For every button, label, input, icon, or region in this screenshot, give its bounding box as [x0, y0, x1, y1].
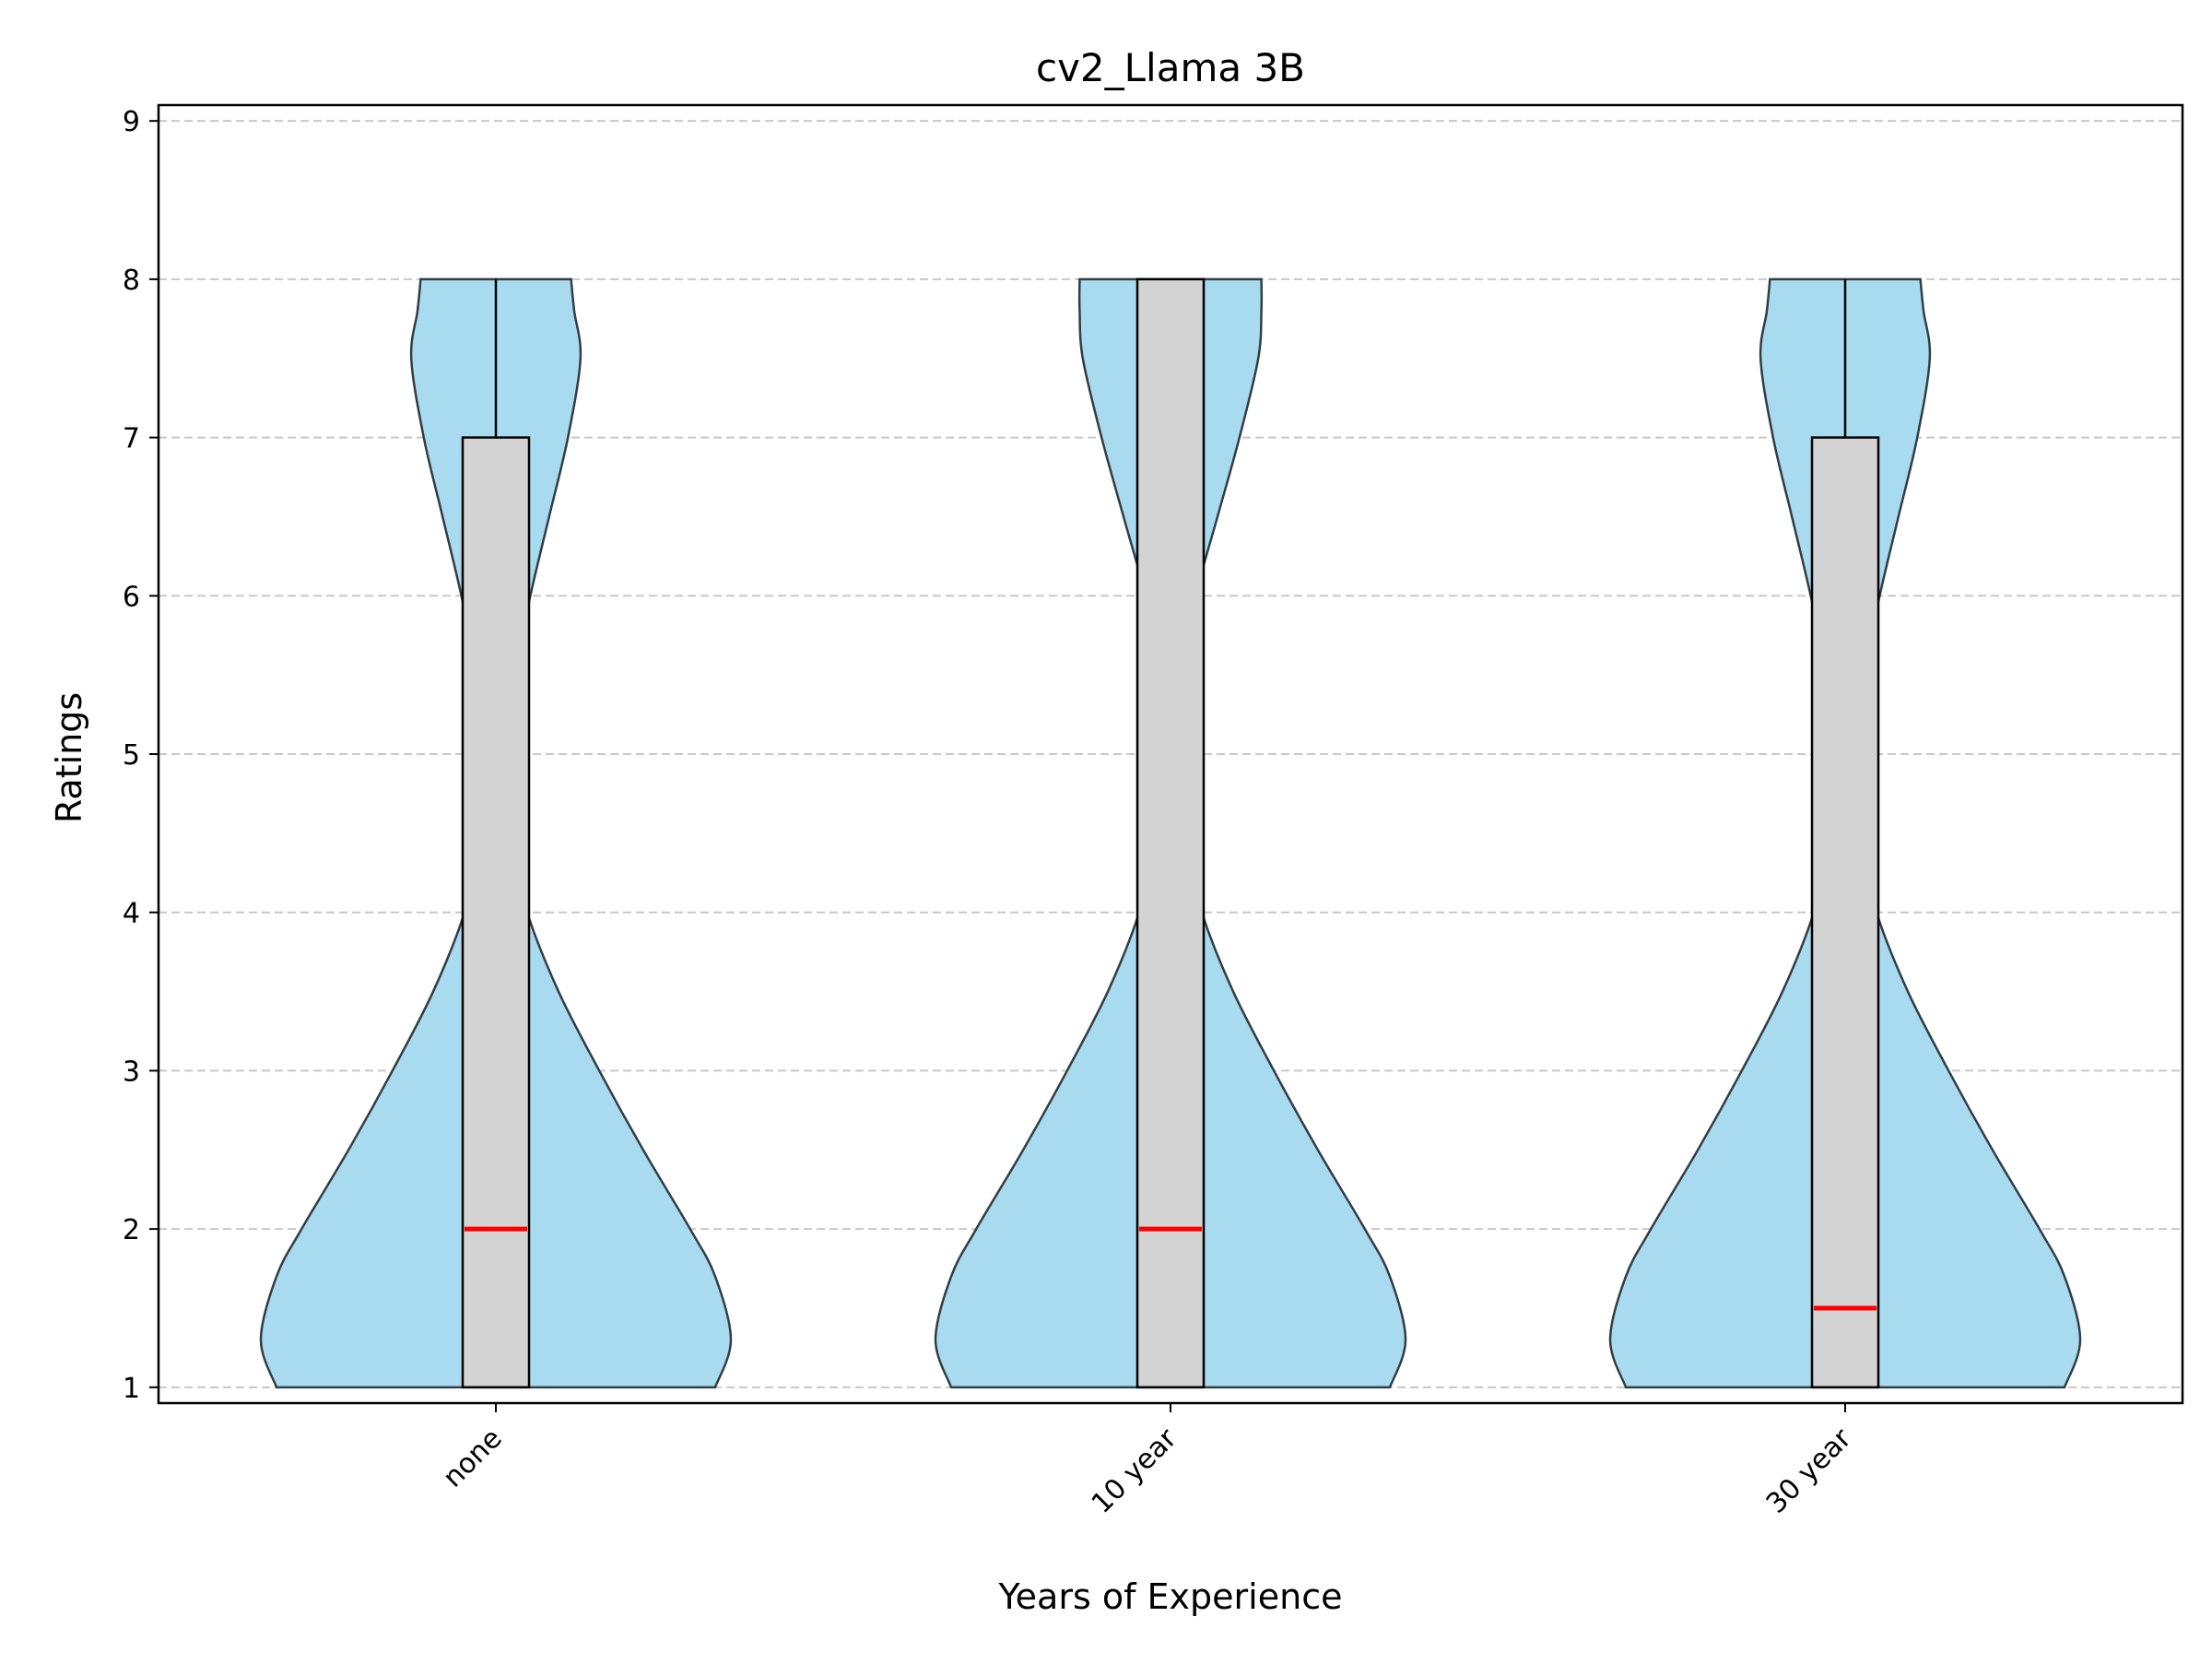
y-tick-label-7: 7 [123, 423, 140, 455]
x-tick-label-10-year: 10 year [1086, 1422, 1183, 1519]
y-tick-label-3: 3 [123, 1056, 140, 1088]
box-none [461, 436, 531, 1389]
y-tick-label-5: 5 [123, 739, 140, 772]
x-tick-label-none: none [437, 1422, 509, 1494]
box-30-year [1810, 436, 1880, 1389]
x-axis-label: Years of Experience [998, 1576, 1343, 1617]
y-tick-label-4: 4 [123, 898, 140, 930]
y-tick-label-2: 2 [123, 1214, 140, 1246]
y-tick-label-1: 1 [123, 1373, 140, 1405]
y-tick-label-9: 9 [123, 106, 140, 138]
box-10-year [1135, 277, 1206, 1389]
x-tick-label-30-year: 30 year [1760, 1422, 1858, 1519]
chart-title: cv2_Llama 3B [1036, 45, 1305, 90]
boxplots [461, 277, 1880, 1389]
y-tick-label-8: 8 [123, 265, 140, 297]
y-tick-label-6: 6 [123, 581, 140, 613]
y-axis-label: Ratings [49, 692, 89, 823]
